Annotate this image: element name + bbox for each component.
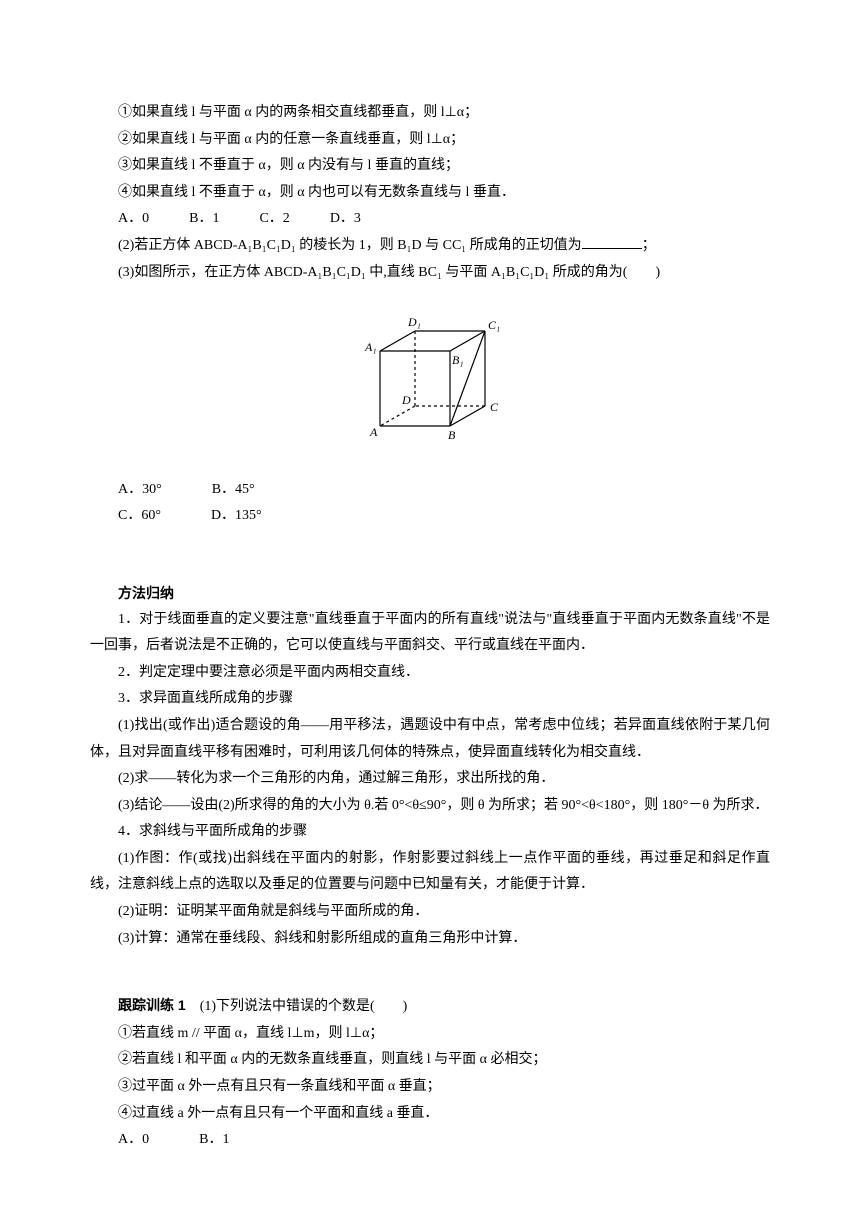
q2-text: (2)若正方体 ABCD-A₁B₁C₁D₁ 的棱长为 1，则 B₁D 与 CC₁… [118, 238, 582, 253]
diag-bc1 [450, 331, 485, 426]
opt-c: C．2 [259, 206, 289, 233]
edge-bc [450, 406, 485, 426]
method-p4: 4．求斜线与平面所成角的步骤 [90, 819, 770, 846]
method-p4c: (3)计算：通常在垂线段、斜线和射影所组成的直角三角形中计算． [90, 926, 770, 953]
edge-d1a1 [380, 331, 415, 351]
practice-title: 跟踪训练 1 [118, 997, 186, 1013]
practice-opt-b: B．1 [199, 1127, 229, 1154]
practice-s3: ③过平面 α 外一点有且只有一条直线和平面 α 垂直； [90, 1074, 770, 1101]
answer-row-1: A．30° B．45° [118, 477, 770, 504]
practice-opt-a: A．0 [118, 1127, 149, 1154]
label-b: B [448, 428, 456, 442]
label-b1: B₁ [452, 353, 464, 367]
label-c: C [490, 400, 499, 414]
edge-da [380, 406, 415, 426]
method-p3c: (3)结论——设由(2)所求得的角的大小为 θ.若 0°<θ≤90°，则 θ 为… [90, 793, 770, 820]
edge-b1c1 [450, 331, 485, 351]
opt-a: A．0 [118, 206, 149, 233]
ans-b: B．45° [212, 477, 255, 504]
ans-d: D．135° [211, 503, 262, 530]
label-d1: D₁ [407, 315, 421, 329]
method-p3a: (1)找出(或作出)适合题设的角——用平移法，遇题设中有中点，常考虑中位线；若异… [90, 713, 770, 766]
fill-blank[interactable] [582, 235, 642, 249]
method-p4a: (1)作图：作(或找)出斜线在平面内的射影，作射影要过斜线上一点作平面的垂线，再… [90, 846, 770, 899]
answer-row-2: C．60° D．135° [118, 503, 770, 530]
method-title: 方法归纳 [90, 580, 770, 607]
stmt-2: ②如果直线 l 与平面 α 内的任意一条直线垂直，则 l⊥α； [90, 127, 770, 154]
label-c1: C₁ [488, 318, 500, 332]
cube-figure: A B C D A₁ B₁ C₁ D₁ [90, 296, 770, 467]
opt-d: D．3 [330, 206, 361, 233]
method-p3b: (2)求——转化为求一个三角形的内角，通过解三角形，求出所找的角． [90, 766, 770, 793]
method-p4b: (2)证明：证明某平面角就是斜线与平面所成的角． [90, 899, 770, 926]
question-2: (2)若正方体 ABCD-A₁B₁C₁D₁ 的棱长为 1，则 B₁D 与 CC₁… [90, 233, 770, 260]
practice-lead: 跟踪训练 1 (1)下列说法中错误的个数是( ) [90, 992, 770, 1021]
label-a: A [369, 425, 378, 439]
choice-row-1: A．0 B．1 C．2 D．3 [118, 206, 770, 233]
opt-b: B．1 [189, 206, 219, 233]
stmt-1: ①如果直线 l 与平面 α 内的两条相交直线都垂直，则 l⊥α； [90, 100, 770, 127]
method-p1: 1．对于线面垂直的定义要注意"直线垂直于平面内的所有直线"说法与"直线垂直于平面… [90, 607, 770, 660]
label-d: D [401, 393, 411, 407]
practice-s1: ①若直线 m // 平面 α，直线 l⊥m，则 l⊥α； [90, 1021, 770, 1048]
ans-a: A．30° [118, 477, 162, 504]
practice-s4: ④过直线 a 外一点有且只有一个平面和直线 a 垂直． [90, 1101, 770, 1128]
practice-choices: A．0 B．1 [118, 1127, 770, 1154]
practice-s2: ②若直线 l 和平面 α 内的无数条直线垂直，则直线 l 与平面 α 必相交； [90, 1047, 770, 1074]
method-p2: 2．判定定理中要注意必须是平面内两相交直线． [90, 660, 770, 687]
practice-q1: (1)下列说法中错误的个数是( ) [200, 999, 408, 1014]
stmt-3: ③如果直线 l 不垂直于 α，则 α 内没有与 l 垂直的直线； [90, 153, 770, 180]
cube-svg: A B C D A₁ B₁ C₁ D₁ [340, 296, 520, 456]
ans-c: C．60° [118, 503, 161, 530]
q2-end: ； [642, 238, 656, 253]
stmt-4: ④如果直线 l 不垂直于 α，则 α 内也可以有无数条直线与 l 垂直． [90, 180, 770, 207]
question-3: (3)如图所示，在正方体 ABCD-A₁B₁C₁D₁ 中,直线 BC₁ 与平面 … [90, 260, 770, 287]
method-p3: 3．求异面直线所成角的步骤 [90, 686, 770, 713]
label-a1: A₁ [364, 340, 377, 354]
